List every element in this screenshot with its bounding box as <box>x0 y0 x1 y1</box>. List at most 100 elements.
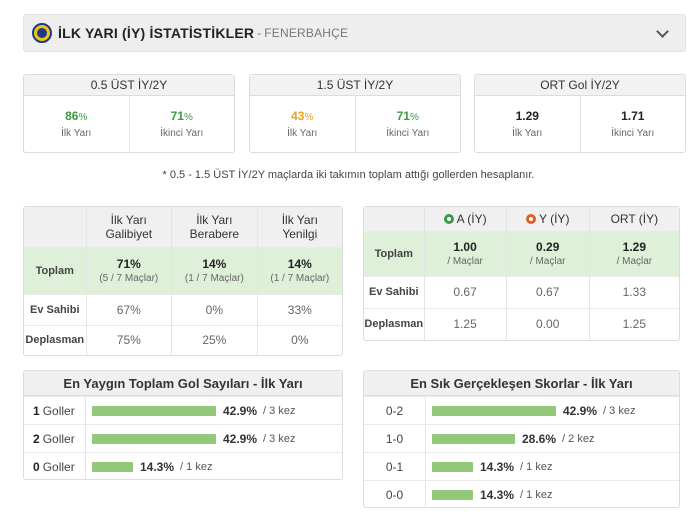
goal-count-bar <box>92 461 133 472</box>
goal-count-pct: 14.3% <box>140 459 175 474</box>
kpi-unit: % <box>409 112 419 123</box>
kpi-first-half: 43% İlk Yarı <box>250 96 355 152</box>
kpi-value: 43 <box>291 109 305 123</box>
kpi-title: 0.5 ÜST İY/2Y <box>24 75 234 96</box>
goal-count-row: 1 Goller 42.9% / 3 kez <box>24 396 342 424</box>
kpi-title: ORT Gol İY/2Y <box>475 75 685 96</box>
ball-conceded-icon <box>525 213 536 224</box>
score-label: 0-2 <box>364 397 426 424</box>
footnote: * 0.5 - 1.5 ÜST İY/2Y maçlarda iki takım… <box>162 169 535 181</box>
kpi-unit: % <box>78 112 88 123</box>
table-cell: 33% <box>256 293 342 325</box>
table-cell: 14% (1 / 7 Maçlar) <box>171 246 258 294</box>
col-header-scored: A (İY) <box>423 207 507 231</box>
kpi-value: 71 <box>396 109 410 123</box>
section-header[interactable]: İLK YARI (İY) İSTATİSTİKLER - FENERBAHÇE <box>23 14 686 52</box>
score-bar <box>432 461 473 472</box>
kpi-label: İlk Yarı <box>61 128 92 139</box>
row-label: Toplam <box>24 246 86 294</box>
table-cell: 75% <box>85 324 172 355</box>
table-cell: 1.29/ Maçlar <box>588 230 679 276</box>
kpi-unit: % <box>304 112 314 123</box>
table-row-home: Ev Sahibi 67% 0% 33% <box>24 293 342 325</box>
kpi-second-half: 71% İkinci Yarı <box>128 96 235 152</box>
table-row-total: Toplam 71% (5 / 7 Maçlar) 14% (1 / 7 Maçla… <box>24 246 342 294</box>
kpi-label: İkinci Yarı <box>160 128 204 139</box>
kpi-box-avg-goals: ORT Gol İY/2Y 1.29 İlk Yarı 1.71 İkinci … <box>474 74 686 153</box>
chevron-down-icon[interactable] <box>656 25 669 38</box>
kpi-box-05-over: 0.5 ÜST İY/2Y 86% İlk Yarı 71% İkinci Ya… <box>23 74 235 153</box>
table-cell: 1.00/ Maçlar <box>423 230 507 276</box>
team-logo-icon <box>32 23 52 43</box>
score-bar <box>432 405 556 416</box>
table-row-home: Ev Sahibi 0.67 0.67 1.33 <box>364 275 679 308</box>
score-row: 0-2 42.9% / 3 kez <box>364 396 679 424</box>
row-label: Deplasman <box>24 324 86 355</box>
score-pct: 14.3% <box>480 487 515 502</box>
col-header-average: ORT (İY) <box>588 207 679 231</box>
score-times: / 3 kez <box>603 404 636 417</box>
goal-count-label: 0 Goller <box>24 453 86 480</box>
table-cell: 0.29/ Maçlar <box>505 230 590 276</box>
kpi-label: İkinci Yarı <box>386 128 430 139</box>
score-times: / 1 kez <box>520 460 553 473</box>
table-cell: 0.67 <box>423 275 507 308</box>
row-label: Ev Sahibi <box>364 275 424 308</box>
kpi-label: İlk Yarı <box>512 128 543 139</box>
score-row: 0-0 14.3% / 1 kez <box>364 480 679 508</box>
table-cell: 1.33 <box>588 275 679 308</box>
kpi-value: 86 <box>65 109 79 123</box>
table-cell: 0.00 <box>505 307 590 340</box>
scores-title: En Sık Gerçekleşen Skorlar - İlk Yarı <box>364 371 679 396</box>
goal-count-times: / 3 kez <box>263 432 296 445</box>
table-cell: 0.67 <box>505 275 590 308</box>
kpi-label: İlk Yarı <box>287 128 318 139</box>
goal-count-bar <box>92 405 216 416</box>
goal-count-pct: 42.9% <box>223 403 258 418</box>
kpi-second-half: 71% İkinci Yarı <box>354 96 461 152</box>
goal-count-pct: 42.9% <box>223 431 258 446</box>
score-bar <box>432 433 515 444</box>
score-row: 0-1 14.3% / 1 kez <box>364 452 679 480</box>
kpi-first-half: 1.29 İlk Yarı <box>475 96 580 152</box>
table-cell: 1.25 <box>588 307 679 340</box>
table-cell: 71% (5 / 7 Maçlar) <box>85 246 172 294</box>
row-label: Deplasman <box>364 307 424 340</box>
col-header-win: İlk Yarı Galibiyet <box>85 207 172 247</box>
row-label: Ev Sahibi <box>24 293 86 325</box>
title-separator: - <box>257 26 262 40</box>
corner-header <box>364 207 424 231</box>
score-pct: 28.6% <box>522 431 557 446</box>
ball-scored-icon <box>443 213 454 224</box>
score-label: 1-0 <box>364 425 426 452</box>
score-label: 0-0 <box>364 481 426 508</box>
col-header-draw: İlk Yarı Berabere <box>171 207 258 247</box>
goal-count-row: 0 Goller 14.3% / 1 kez <box>24 452 342 480</box>
table-cell: 0% <box>171 293 258 325</box>
section-title: İLK YARI (İY) İSTATİSTİKLER <box>58 25 255 41</box>
table-row-away: Deplasman 75% 25% 0% <box>24 324 342 355</box>
score-pct: 42.9% <box>563 403 598 418</box>
score-times: / 1 kez <box>520 488 553 501</box>
first-half-results-table: İlk Yarı Galibiyet İlk Yarı Berabere İlk Y… <box>23 206 343 356</box>
goal-count-times: / 1 kez <box>180 460 213 473</box>
kpi-first-half: 86% İlk Yarı <box>24 96 129 152</box>
kpi-value: 1.29 <box>515 109 539 123</box>
kpi-unit: % <box>183 112 193 123</box>
col-header-loss: İlk Yarı Yenilgi <box>256 207 342 247</box>
score-bar <box>432 489 473 500</box>
table-cell: 25% <box>171 324 258 355</box>
kpi-box-15-over: 1.5 ÜST İY/2Y 43% İlk Yarı 71% İkinci Ya… <box>249 74 461 153</box>
kpi-value: 1.71 <box>621 109 645 123</box>
team-name: FENERBAHÇE <box>264 26 349 40</box>
table-cell: 67% <box>85 293 172 325</box>
scores-box: En Sık Gerçekleşen Skorlar - İlk Yarı 0-… <box>363 370 680 508</box>
score-row: 1-0 28.6% / 2 kez <box>364 424 679 452</box>
table-cell: 0% <box>256 324 342 355</box>
goal-count-times: / 3 kez <box>263 404 296 417</box>
corner-header <box>24 207 86 247</box>
kpi-second-half: 1.71 İkinci Yarı <box>579 96 686 152</box>
goal-count-label: 2 Goller <box>24 425 86 452</box>
goal-count-row: 2 Goller 42.9% / 3 kez <box>24 424 342 452</box>
kpi-title: 1.5 ÜST İY/2Y <box>250 75 460 96</box>
